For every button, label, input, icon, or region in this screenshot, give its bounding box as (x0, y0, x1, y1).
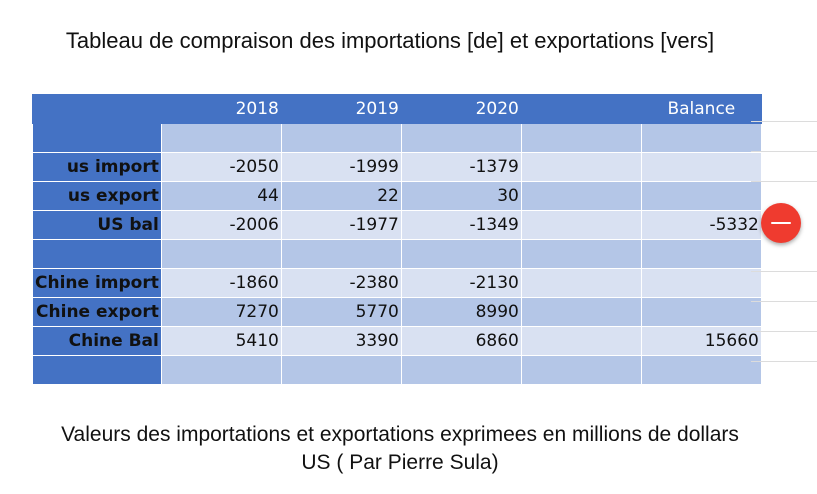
table-cell[interactable]: 6860 (400, 326, 522, 356)
table-cell[interactable]: -1349 (400, 210, 522, 240)
row-label[interactable]: Chine export (32, 297, 162, 327)
column-header[interactable]: 2020 (400, 94, 522, 124)
table-cell[interactable] (280, 355, 402, 385)
table-cell[interactable] (520, 210, 642, 240)
table-cell[interactable] (160, 355, 282, 385)
table-cell[interactable]: -1860 (160, 268, 282, 298)
row-label[interactable] (32, 239, 162, 269)
table-cell[interactable] (400, 239, 522, 269)
table-cell[interactable] (640, 181, 762, 211)
table-cell[interactable] (520, 239, 642, 269)
table-cell[interactable]: -2130 (400, 268, 522, 298)
row-label[interactable] (32, 123, 162, 153)
table-row (32, 123, 762, 153)
table-cell[interactable]: -2050 (160, 152, 282, 182)
row-label[interactable]: Chine Bal (32, 326, 162, 356)
table-cell[interactable]: 7270 (160, 297, 282, 327)
table-row: Chine import -1860 -2380 -2130 (32, 268, 762, 298)
table-cell[interactable]: 22 (280, 181, 402, 211)
table-cell[interactable]: -1999 (280, 152, 402, 182)
table-cell[interactable] (520, 297, 642, 327)
table-cell[interactable]: 8990 (400, 297, 522, 327)
table-row: us export 44 22 30 (32, 181, 762, 211)
table-cell[interactable]: 15660 (640, 326, 762, 356)
table-cell[interactable] (400, 123, 522, 153)
column-header[interactable]: 2019 (280, 94, 402, 124)
column-header[interactable] (520, 94, 642, 124)
table-cell[interactable] (160, 239, 282, 269)
table-cell[interactable] (280, 123, 402, 153)
column-header[interactable] (32, 94, 162, 124)
header-row: 2018 2019 2020 Balance (32, 94, 762, 124)
table-cell[interactable] (520, 355, 642, 385)
table-cell[interactable]: 30 (400, 181, 522, 211)
minus-icon (771, 222, 791, 224)
column-header[interactable]: Balance (640, 94, 762, 124)
table-row: US bal -2006 -1977 -1349 -5332 (32, 210, 762, 240)
table-cell[interactable]: -1977 (280, 210, 402, 240)
table-cell[interactable] (280, 239, 402, 269)
comparison-table: 2018 2019 2020 Balance us import -2050 -1999 -1… (32, 94, 762, 385)
grid-line (751, 271, 817, 272)
table-cell[interactable]: 3390 (280, 326, 402, 356)
grid-line (751, 121, 817, 122)
table-cell[interactable] (520, 268, 642, 298)
table-cell[interactable]: 5410 (160, 326, 282, 356)
table-cell[interactable]: -2006 (160, 210, 282, 240)
grid-line (751, 331, 817, 332)
table-cell[interactable] (160, 123, 282, 153)
table-cell[interactable] (640, 152, 762, 182)
table-row (32, 355, 762, 385)
table-cell[interactable] (640, 268, 762, 298)
grid-line (751, 361, 817, 362)
table-cell[interactable] (640, 123, 762, 153)
table-cell[interactable] (520, 326, 642, 356)
table-row: Chine Bal 5410 3390 6860 15660 (32, 326, 762, 356)
table-title: Tableau de compraison des importations [… (65, 28, 715, 53)
grid-line (751, 181, 817, 182)
table-row (32, 239, 762, 269)
table-cell[interactable]: 44 (160, 181, 282, 211)
row-label[interactable] (32, 355, 162, 385)
table-row: us import -2050 -1999 -1379 (32, 152, 762, 182)
table-cell[interactable]: -2380 (280, 268, 402, 298)
table-cell[interactable] (400, 355, 522, 385)
table-cell[interactable] (520, 123, 642, 153)
column-header[interactable]: 2018 (160, 94, 282, 124)
table-cell[interactable] (640, 297, 762, 327)
row-label[interactable]: us import (32, 152, 162, 182)
table-cell[interactable]: -1379 (400, 152, 522, 182)
grid-line (751, 301, 817, 302)
table-row: Chine export 7270 5770 8990 (32, 297, 762, 327)
table-cell[interactable]: -5332 (640, 210, 762, 240)
table-cell[interactable] (640, 239, 762, 269)
table-body: 2018 2019 2020 Balance us import -2050 -1999 -1… (32, 94, 762, 385)
table-cell[interactable] (520, 152, 642, 182)
row-label[interactable]: us export (32, 181, 162, 211)
row-label[interactable]: Chine import (32, 268, 162, 298)
row-label[interactable]: US bal (32, 210, 162, 240)
table-cell[interactable] (640, 355, 762, 385)
footer-note: Valeurs des importations et exportations… (61, 423, 739, 474)
table-cell[interactable]: 5770 (280, 297, 402, 327)
remove-button[interactable] (761, 203, 801, 243)
grid-line (751, 151, 817, 152)
table-cell[interactable] (520, 181, 642, 211)
